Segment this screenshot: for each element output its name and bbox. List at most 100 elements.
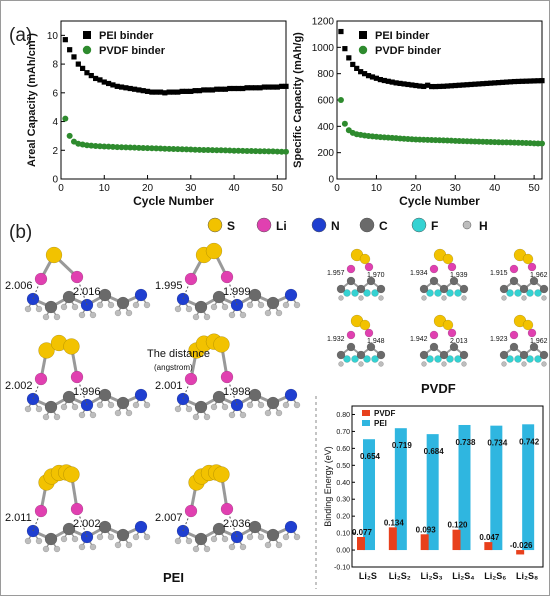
- data-point-pvdf: [213, 147, 220, 154]
- h-atom: [239, 543, 247, 551]
- bar-value-label-pvdf: 0.120: [447, 521, 468, 530]
- data-point-pei: [231, 85, 237, 92]
- h-atom: [24, 305, 32, 313]
- data-point-pvdf: [337, 97, 344, 103]
- c-atom: [356, 284, 366, 294]
- data-point-pvdf: [62, 115, 69, 122]
- y-tick-label: 0.70: [336, 429, 350, 436]
- data-point-pei: [480, 81, 486, 87]
- li-atom: [220, 270, 234, 284]
- h-atom: [541, 295, 547, 301]
- atom-legend-c-ball: [359, 217, 375, 233]
- data-point-pvdf: [144, 145, 151, 152]
- data-point-pei: [503, 79, 510, 85]
- h-atom: [282, 401, 290, 409]
- data-point-pei: [464, 82, 470, 88]
- f-atom: [446, 355, 454, 363]
- data-point-pvdf: [183, 146, 190, 153]
- x-tick-label: 0: [334, 183, 340, 194]
- data-point-pei: [417, 83, 423, 89]
- f-atom: [514, 289, 522, 297]
- li-atom: [527, 262, 537, 272]
- plot-frame: [60, 20, 287, 180]
- data-point-pei: [218, 86, 224, 92]
- h-atom: [275, 409, 283, 417]
- c-atom: [248, 520, 262, 534]
- c-atom: [419, 350, 429, 360]
- h-atom: [60, 303, 68, 311]
- h-atom: [521, 295, 527, 301]
- data-point-pvdf: [248, 147, 255, 154]
- data-point-pei: [369, 74, 376, 80]
- data-point-pei: [393, 80, 399, 86]
- li-atom: [184, 272, 198, 286]
- s-atom: [63, 338, 80, 355]
- areal-capacity-chart: 0 10 20 30 40 50 0 2 4 6 8 10 Cycle Number Areal Capa…: [26, 20, 289, 208]
- data-point-pei: [507, 79, 514, 85]
- h-atom: [35, 405, 43, 413]
- c-atom: [356, 350, 366, 360]
- h-atom: [338, 361, 344, 367]
- c-atom: [212, 390, 226, 404]
- s-atom: [45, 246, 63, 264]
- n-atom: [134, 288, 148, 302]
- y-tick-label: 4: [52, 117, 58, 128]
- pvdf-group-label: PVDF: [421, 381, 456, 396]
- atom-legend-f-label: F: [431, 219, 438, 233]
- data-point-pei: [105, 80, 112, 87]
- atom-legend-h-ball: [462, 220, 472, 230]
- data-point-pvdf: [96, 143, 103, 150]
- c-atom: [499, 284, 509, 294]
- legend-marker: [362, 420, 370, 426]
- data-point-pvdf: [244, 147, 251, 154]
- data-point-pvdf: [283, 148, 289, 155]
- data-point-pvdf: [341, 120, 348, 127]
- data-point-pei: [97, 77, 103, 83]
- h-atom: [53, 413, 61, 421]
- c-atom: [116, 296, 130, 310]
- data-point-pei: [365, 73, 372, 79]
- data-point-pei: [214, 86, 220, 92]
- x-tick-label: Li₂S₄: [452, 571, 474, 581]
- distance-label-left: 1.942: [410, 336, 428, 343]
- bar-pei: [490, 425, 503, 551]
- y-tick-label: 0.40: [336, 480, 350, 487]
- data-point-pvdf: [66, 132, 73, 139]
- pei-complex-2: 1.995 1.999: [155, 242, 301, 321]
- h-atom: [114, 409, 122, 417]
- li-atom: [70, 370, 84, 384]
- h-atom: [192, 313, 200, 321]
- li-atom: [70, 502, 84, 516]
- y-tick-label: 0: [52, 175, 58, 186]
- bar-pei: [394, 428, 407, 551]
- c-atom: [336, 350, 346, 360]
- s-atom: [213, 466, 230, 483]
- f-atom: [434, 289, 442, 297]
- h-atom: [282, 533, 290, 541]
- data-point-pei: [127, 85, 133, 92]
- data-point-pvdf: [157, 145, 164, 152]
- pei-complex-5: 2.011 2.002: [5, 464, 151, 553]
- c-atom: [194, 532, 208, 546]
- li-n-contact: [182, 510, 192, 532]
- distance-label-left: 2.001: [155, 380, 183, 392]
- s-atom: [522, 253, 534, 265]
- c-atom: [248, 388, 262, 402]
- data-point-pei: [338, 28, 344, 35]
- data-point-pei: [381, 77, 387, 84]
- h-atom: [71, 403, 79, 411]
- data-point-pvdf: [83, 142, 90, 149]
- h-atom: [132, 301, 140, 309]
- distance-label-right: 1.962: [530, 338, 548, 345]
- data-point-pei: [274, 84, 280, 90]
- f-atom: [454, 355, 462, 363]
- c-atom: [366, 276, 376, 286]
- data-point-pvdf: [153, 145, 160, 152]
- bar-value-label-pvdf: 0.047: [479, 533, 500, 542]
- x-tick-label: 50: [272, 183, 284, 194]
- bar-value-label-pei: 0.734: [487, 439, 508, 448]
- n-atom: [284, 288, 298, 302]
- h-atom: [53, 313, 61, 321]
- h-atom: [246, 301, 254, 309]
- pvdf-complex-4: 1.932 1.948: [327, 314, 386, 367]
